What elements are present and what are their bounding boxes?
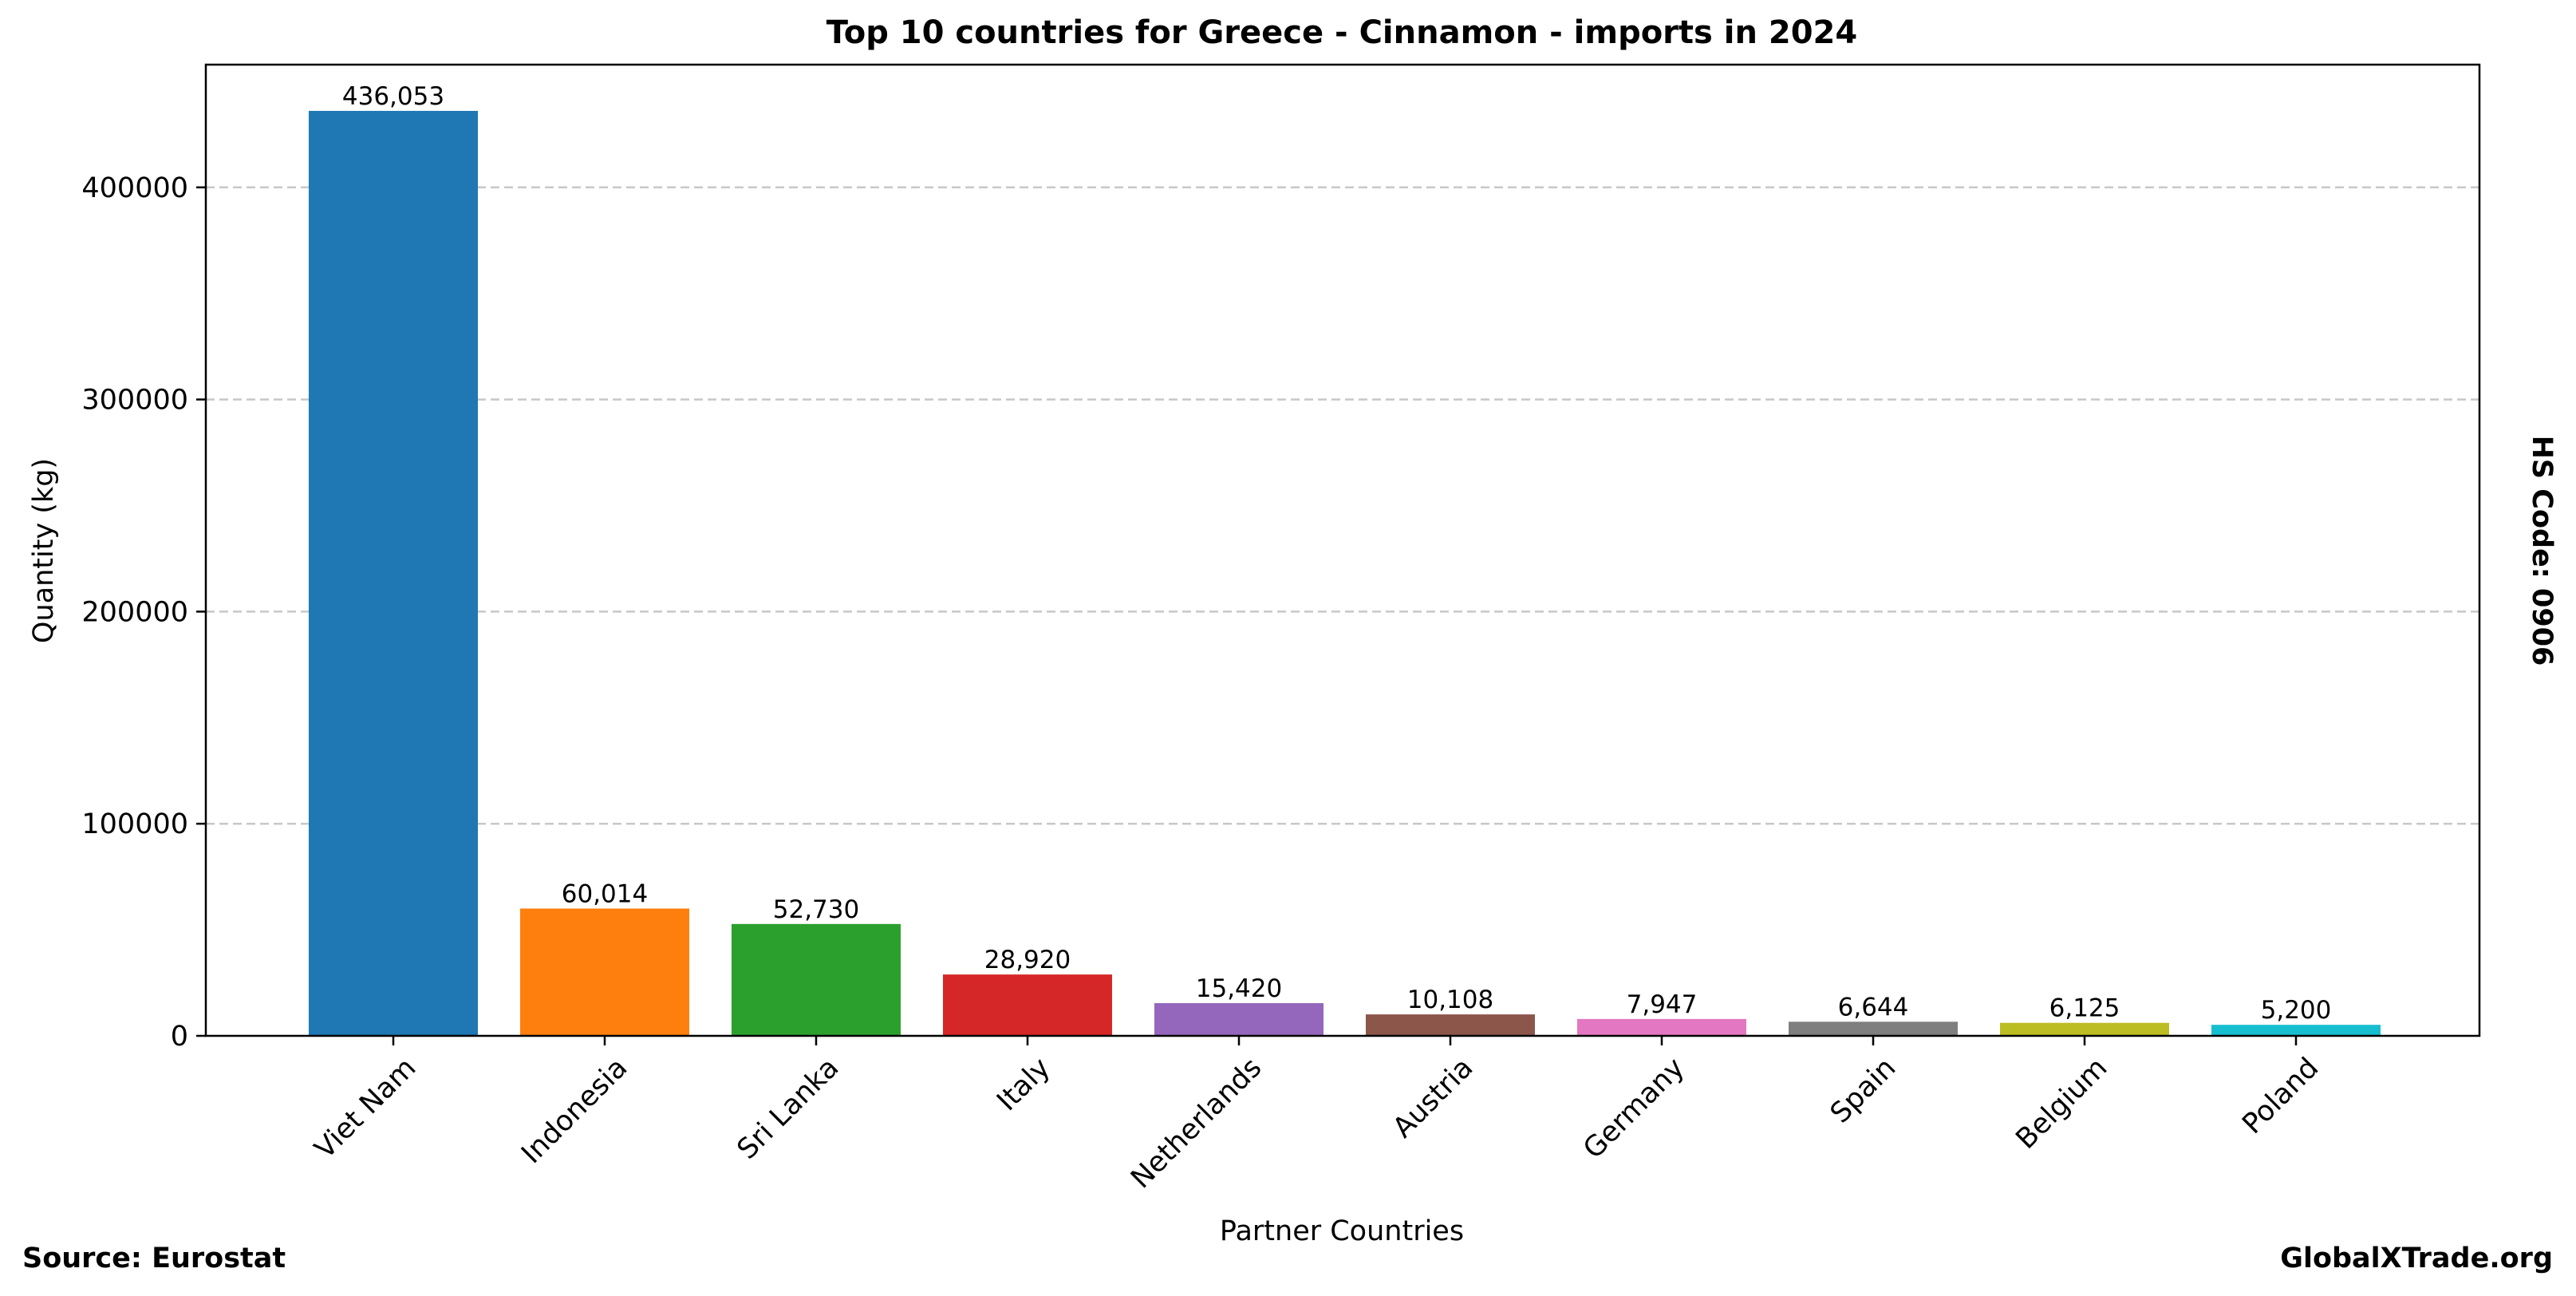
- bar: [1789, 1021, 1958, 1036]
- value-label: 5,200: [2261, 996, 2332, 1025]
- x-tick-label: Spain: [1825, 1052, 1902, 1129]
- x-tick-label: Viet Nam: [309, 1052, 422, 1165]
- x-tick-label: Austria: [1387, 1052, 1480, 1144]
- brand-label: GlobalXTrade.org: [2280, 1243, 2553, 1274]
- bar: [309, 110, 478, 1037]
- value-label: 52,730: [773, 895, 859, 924]
- source-label: Source: Eurostat: [22, 1243, 286, 1274]
- bar: [2000, 1022, 2169, 1036]
- value-label: 15,420: [1196, 974, 1282, 1003]
- x-tick-label: Sri Lanka: [732, 1052, 846, 1166]
- y-tick-label: 200000: [81, 596, 188, 628]
- x-axis: Viet Nam Indonesia Sri Lanka Italy Netherlan…: [309, 1036, 2325, 1195]
- value-label: 60,014: [562, 879, 648, 908]
- bar: [520, 908, 689, 1036]
- chart-title: Top 10 countries for Greece - Cinnamon -…: [826, 14, 1857, 51]
- x-tick-label: Belgium: [2010, 1052, 2114, 1156]
- y-tick-label: 0: [171, 1021, 188, 1053]
- hs-code-label: HS Code: 0906: [2526, 436, 2558, 666]
- value-label: 6,125: [2049, 994, 2120, 1023]
- bar: [1366, 1014, 1535, 1036]
- y-tick-label: 300000: [81, 385, 188, 417]
- bar: [943, 974, 1112, 1036]
- value-label: 436,053: [342, 82, 444, 111]
- x-tick-label: Poland: [2236, 1052, 2325, 1140]
- y-tick-label: 100000: [81, 808, 188, 840]
- bar: [2211, 1025, 2381, 1036]
- y-tick-label: 400000: [81, 172, 188, 204]
- value-label: 28,920: [984, 946, 1071, 974]
- y-axis: 0 100000 200000 300000 400000: [81, 172, 206, 1053]
- bar: [1577, 1018, 1746, 1036]
- x-tick-label: Netherlands: [1125, 1052, 1268, 1195]
- bar: [732, 923, 901, 1036]
- value-label: 6,644: [1838, 993, 1909, 1021]
- value-labels: 436,053 60,014 52,730 28,920 15,420 10,108 7,9…: [342, 82, 2331, 1025]
- value-label: 10,108: [1407, 986, 1493, 1014]
- x-axis-label: Partner Countries: [1220, 1215, 1464, 1247]
- value-label: 7,947: [1627, 990, 1698, 1019]
- gridlines: [206, 186, 2479, 825]
- y-axis-label: Quantity (kg): [28, 458, 60, 643]
- bar: [1154, 1003, 1324, 1036]
- x-tick-label: Germany: [1577, 1052, 1690, 1165]
- plot-frame: [204, 63, 2481, 1037]
- bars: [309, 110, 2381, 1037]
- x-tick-label: Indonesia: [515, 1052, 633, 1170]
- x-tick-label: Italy: [991, 1052, 1056, 1117]
